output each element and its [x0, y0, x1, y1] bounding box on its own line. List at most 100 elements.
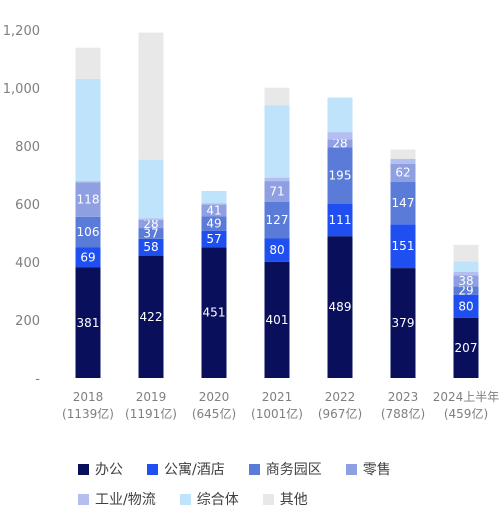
legend-swatch	[147, 463, 158, 475]
bar-segment	[201, 230, 227, 248]
legend-swatch	[345, 463, 357, 475]
legend-swatch	[262, 493, 274, 505]
data-label: 451	[203, 306, 226, 320]
bar-segment	[264, 181, 290, 202]
y-tick-label: 800	[15, 140, 40, 155]
bar-segment	[327, 147, 353, 204]
bar-segment	[138, 218, 164, 220]
data-label: 422	[140, 310, 163, 324]
bar-segment	[264, 87, 290, 106]
legend-item: 办公	[78, 459, 123, 479]
legend-row: 办公 公寓/酒店 商务园区 零售	[78, 454, 498, 484]
x-tick-label: 2018	[73, 390, 104, 404]
bar-segment	[390, 268, 416, 378]
bar-segment	[264, 105, 290, 178]
data-label: 147	[392, 196, 415, 210]
legend-label: 综合体	[196, 492, 239, 508]
data-label: 401	[266, 313, 289, 327]
bar-segment	[264, 238, 290, 262]
data-label: 41	[206, 204, 221, 218]
bar-segment	[138, 228, 164, 239]
bar-segment	[390, 181, 416, 225]
data-label: 80	[269, 243, 284, 257]
bar-segment	[453, 275, 479, 287]
legend-label: 商务园区	[265, 462, 322, 478]
data-label: 207	[455, 341, 478, 355]
x-tick-label: (645亿)	[192, 406, 236, 421]
bar-segment	[75, 78, 101, 182]
bar-segment	[201, 190, 227, 204]
legend-item: 工业/物流	[78, 489, 156, 509]
bar-segment	[390, 149, 416, 159]
x-tick-label: (788亿)	[381, 406, 425, 421]
bar-segment	[201, 247, 227, 378]
legend-item: 其他	[262, 489, 308, 509]
data-label: 118	[77, 193, 100, 207]
legend-label: 其他	[279, 492, 308, 508]
data-label: 69	[80, 251, 95, 265]
y-tick-label: 1,200	[3, 24, 40, 39]
data-label: 29	[458, 284, 473, 298]
y-tick-label: 1,000	[3, 82, 40, 97]
bar-segment	[138, 159, 164, 219]
data-label: 28	[332, 136, 347, 150]
x-tick-label: (1001亿)	[251, 406, 303, 421]
x-tick-label: 2024上半年	[433, 390, 500, 404]
legend-label: 公寓/酒店	[164, 462, 225, 478]
legend-item: 商务园区	[248, 459, 322, 479]
legend-item: 公寓/酒店	[147, 459, 225, 479]
x-tick-label: (967亿)	[318, 406, 362, 421]
legend-item: 综合体	[179, 489, 239, 509]
bar-segment	[75, 47, 101, 79]
bar-segment	[453, 286, 479, 295]
x-tick-label: (1191亿)	[125, 406, 177, 421]
y-tick-label: -	[35, 372, 40, 387]
legend-label: 零售	[362, 462, 391, 478]
bar-segment	[75, 182, 101, 217]
data-label: 80	[458, 299, 473, 313]
bar-segment	[390, 163, 416, 182]
bar-segment	[201, 216, 227, 231]
bar-segment	[201, 204, 227, 217]
x-tick-label: 2023	[388, 390, 419, 404]
bar-segment	[453, 294, 479, 318]
bar-segment	[453, 244, 479, 262]
data-label: 37	[143, 226, 158, 240]
bar-segment	[138, 219, 164, 229]
legend-item: 零售	[345, 459, 391, 479]
bar-segment	[264, 201, 290, 239]
x-tick-label: 2019	[136, 390, 167, 404]
data-label: 49	[206, 217, 221, 231]
x-tick-label: 2022	[325, 390, 356, 404]
y-tick-label: 200	[15, 314, 40, 329]
stacked-bar-chart: - 200 400 600 800 1,000 1,200 381 69 106 118 2018 (1…	[3, 24, 500, 421]
legend-swatch	[248, 463, 260, 475]
x-tick-label: (1139亿)	[62, 406, 114, 421]
bar-segment	[327, 236, 353, 378]
bar-segment	[75, 267, 101, 378]
bar-segment	[327, 97, 353, 133]
x-tick-label: 2021	[262, 390, 293, 404]
data-label: 57	[206, 232, 221, 246]
bar-segment	[327, 139, 353, 148]
legend-swatch	[179, 493, 191, 505]
bar-segment	[138, 255, 164, 378]
bar-segment	[75, 181, 101, 183]
data-label: 151	[392, 239, 415, 253]
bar-segment	[75, 216, 101, 248]
bar-segment	[264, 261, 290, 378]
bar-segment	[75, 247, 101, 268]
data-label: 28	[143, 217, 158, 231]
data-label: 38	[458, 274, 473, 288]
legend-swatch	[78, 463, 89, 475]
bar-segment	[453, 271, 479, 276]
y-tick-label: 400	[15, 256, 40, 271]
data-label: 111	[329, 213, 352, 227]
bar-segment	[453, 261, 479, 272]
bar-segment	[138, 238, 164, 256]
legend-swatch	[78, 493, 89, 505]
data-label: 58	[143, 240, 158, 254]
bar-segment	[264, 177, 290, 182]
legend-label: 办公	[95, 462, 123, 478]
